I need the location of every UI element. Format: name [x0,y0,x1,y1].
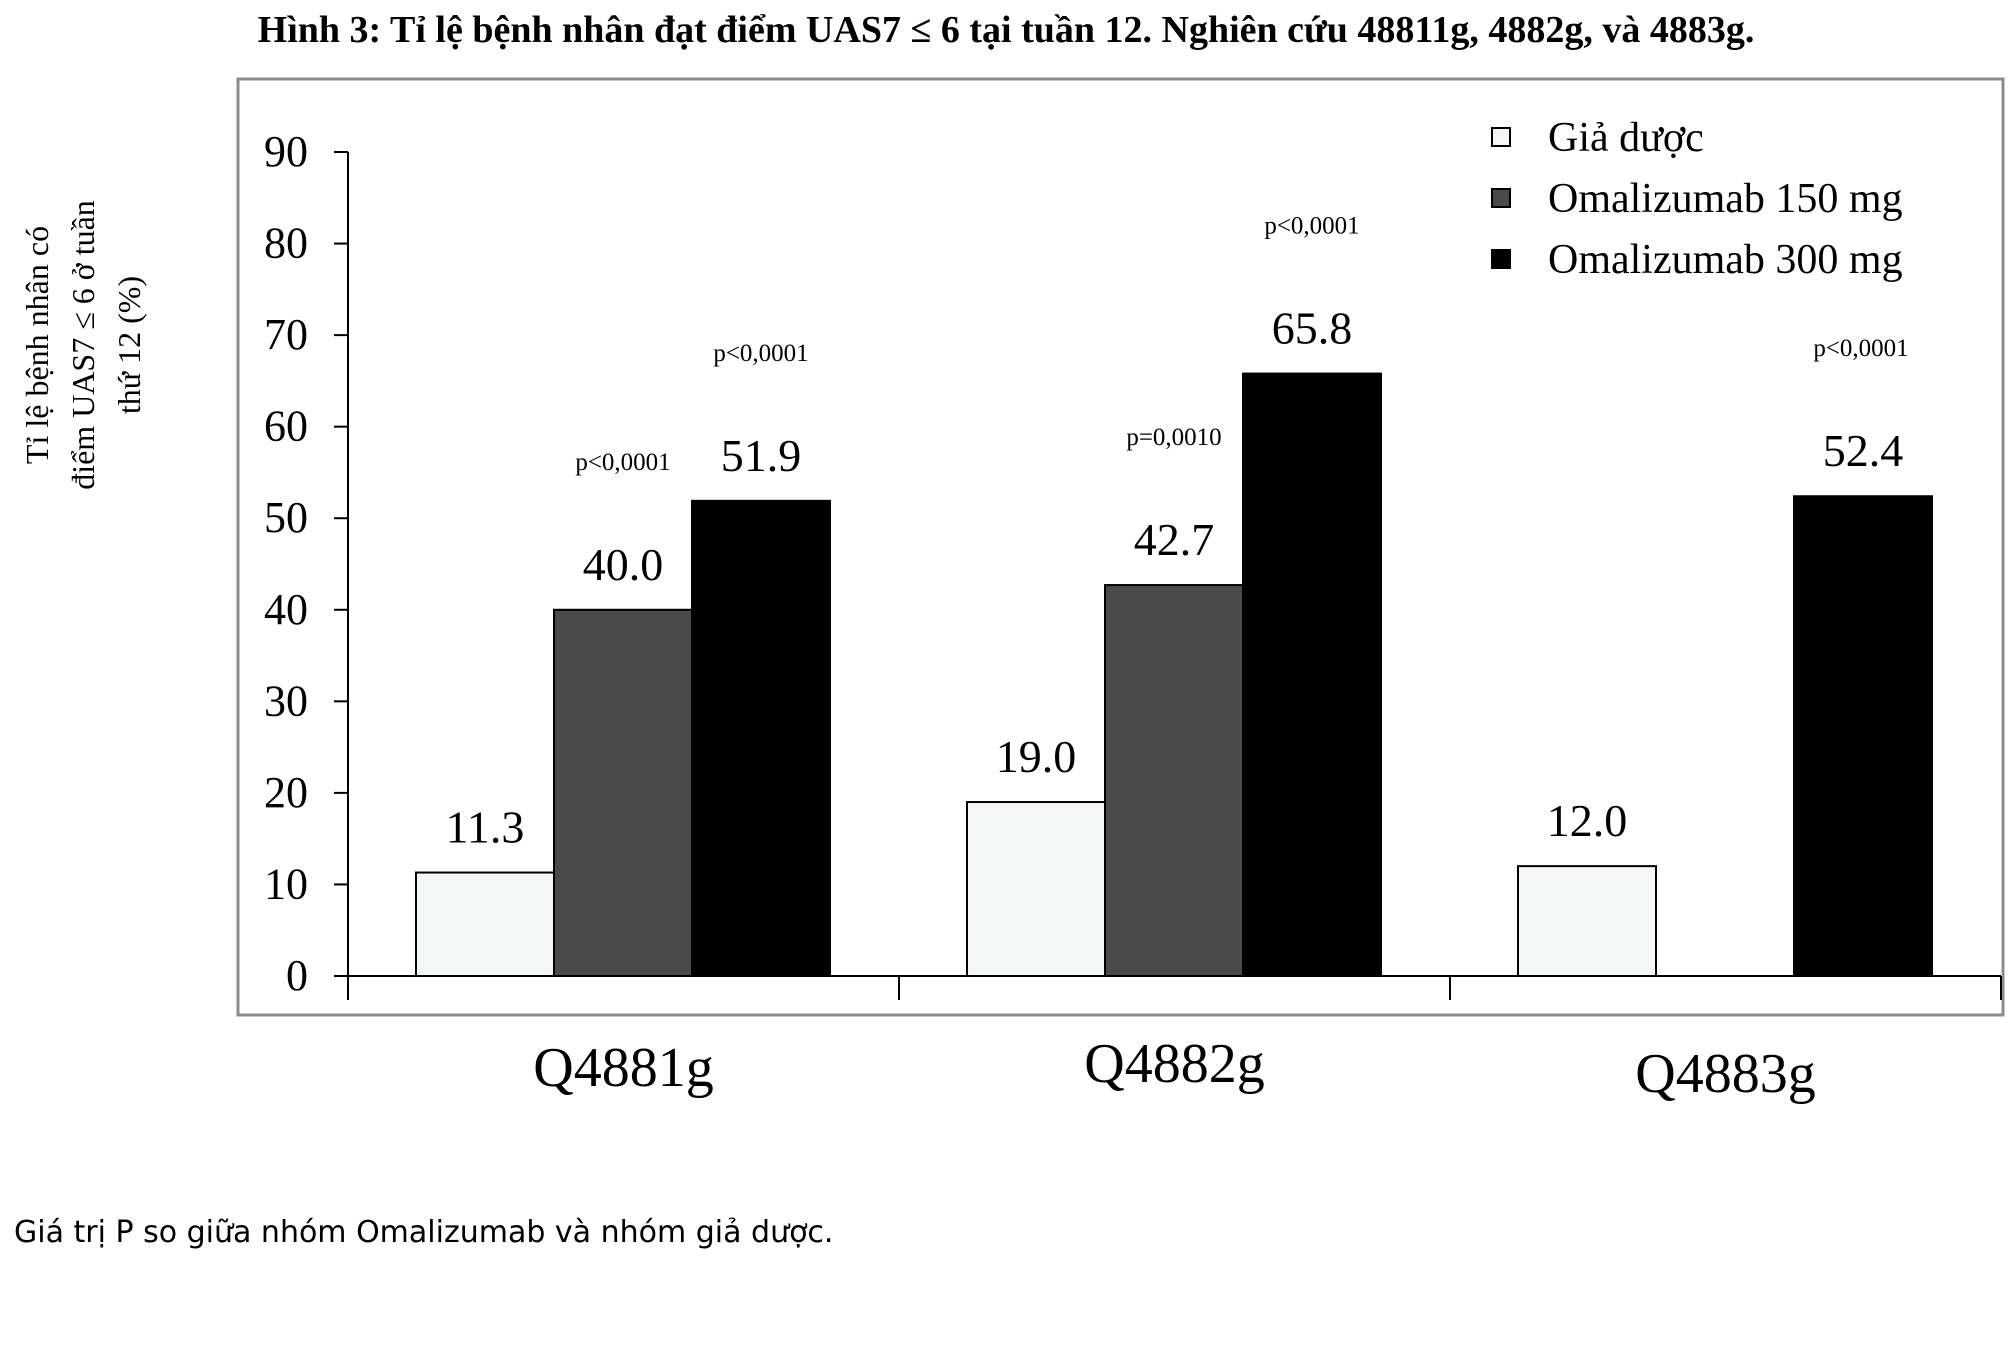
bar-Q4882g-1 [966,801,1106,977]
bar-value-label: 65.8 [1272,303,1353,354]
p-value-label: p<0,0001 [1264,213,1359,240]
y-tick-label: 60 [264,402,308,451]
y-axis-title-line: điểm UAS7 ≤ 6 ở tuần [65,200,101,490]
y-tick-label: 30 [264,676,308,725]
bar-Q4881g-2 [553,608,693,977]
y-tick-label: 10 [264,859,308,908]
footnote: Giá trị P so giữa nhóm Omalizumab và nhó… [14,1215,834,1250]
y-tick-label: 90 [264,127,308,176]
bar-Q4881g-3 [691,499,831,977]
bar-value-label: 40.0 [583,539,664,590]
legend-swatch [1491,127,1511,147]
legend-label: Omalizumab 300 mg [1548,237,1903,283]
y-axis-title-line: Tỉ lệ bệnh nhân có [19,226,55,464]
y-tick-label: 50 [264,493,308,542]
bar-value-label: 11.3 [446,802,525,853]
legend-label: Omalizumab 150 mg [1548,176,1903,222]
legend-swatch [1491,249,1511,269]
value-labels: 11.3 40.0 51.9 19.0 42.7 65.8 12.0 52.4 [446,303,1904,853]
bar-value-label: 52.4 [1823,425,1904,476]
y-tick-label: 40 [264,585,308,634]
x-tick-label: Q4881g [533,1037,713,1099]
y-axis-label: Tỉ lệ bệnh nhân có điểm UAS7 ≤ 6 ở tuần th… [19,200,147,490]
legend-label: Giả dược [1548,115,1704,161]
y-tick-label: 70 [264,310,308,359]
x-tick-labels: Q4881g Q4882g Q4883g [533,1033,1815,1105]
bar-Q4882g-3 [1242,372,1382,977]
x-tick-label: Q4882g [1084,1033,1264,1095]
bar-value-label: 12.0 [1547,795,1628,846]
y-tick-label: 80 [264,219,308,268]
bar-value-label: 42.7 [1134,514,1215,565]
p-value-labels: p<0,0001 p<0,0001 p=0,0010 p<0,0001 p<0,0001 [575,213,1908,476]
y-tick-label: 0 [286,951,308,1000]
bar-Q4883g-1 [1517,865,1657,978]
bar-Q4881g-1 [415,871,555,978]
y-tick-label: 20 [264,768,308,817]
bar-value-label: 19.0 [996,731,1077,782]
figure-title: Hình 3: Tỉ lệ bệnh nhân đạt điểm UAS7 ≤ … [257,9,1755,51]
bar-Q4883g-3 [1793,495,1933,977]
bar-Q4882g-2 [1104,584,1244,978]
bars [415,372,1933,978]
y-axis-title-line: thứ 12 (%) [111,276,147,414]
legend: Giả dược Omalizumab 150 mg Omalizumab 300 … [1491,115,1903,283]
plot-frame [236,77,2005,1017]
x-tick-label: Q4883g [1635,1043,1815,1105]
y-axis-title: Tỉ lệ bệnh nhân có điểm UAS7 ≤ 6 ở tuần th… [19,200,147,490]
bar-value-label: 51.9 [721,430,802,481]
legend-swatch [1491,188,1511,208]
p-value-label: p=0,0010 [1126,424,1221,451]
p-value-label: p<0,0001 [575,449,670,476]
p-value-label: p<0,0001 [713,340,808,367]
p-value-label: p<0,0001 [1813,335,1908,362]
